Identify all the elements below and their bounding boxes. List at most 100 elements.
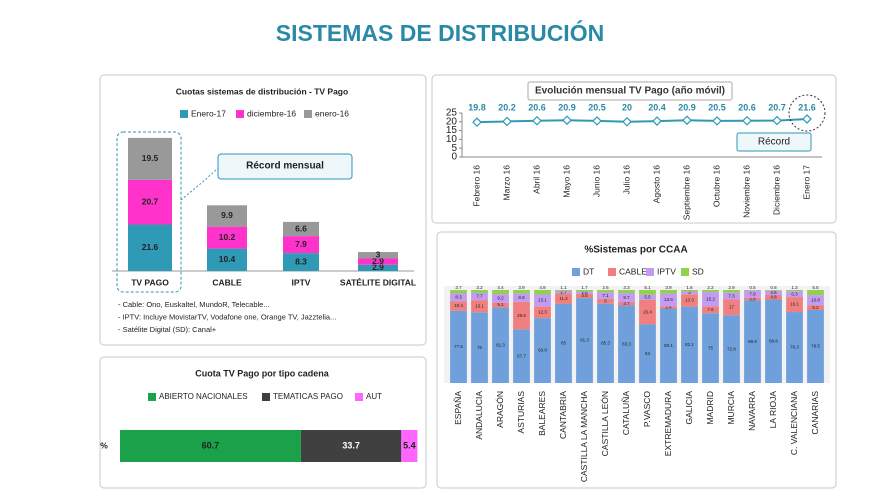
note: - IPTV: Incluye MovistarTV, Vodafone one…	[118, 312, 336, 321]
bar-segment	[358, 264, 398, 271]
bar-segment	[723, 315, 740, 383]
value-label: 6.3	[791, 291, 798, 296]
x-tick-label: ANDALUCIA	[474, 391, 484, 440]
x-tick-label: CASTILLA LA MANCHA	[579, 391, 589, 483]
value-label: 13.1	[538, 298, 547, 303]
value-label: 81.3	[496, 342, 505, 347]
bar-segment	[492, 307, 509, 383]
value-label: 10.4	[454, 303, 463, 308]
bar-segment	[639, 299, 656, 325]
legend-swatch	[180, 110, 188, 118]
legend-swatch	[304, 110, 312, 118]
value-label: 5.1	[644, 285, 651, 290]
bar-segment	[300, 430, 402, 462]
value-label: 2.9	[372, 256, 384, 266]
bar-segment	[786, 312, 803, 383]
value-label: 7.3	[728, 293, 735, 298]
bar-segment	[597, 303, 614, 383]
bar-segment	[744, 300, 761, 383]
x-tick-label: P.VASCO	[642, 391, 652, 427]
value-label: 4.5	[581, 293, 588, 298]
bar-segment	[807, 295, 824, 306]
bar-segment	[450, 293, 467, 302]
x-tick-label: ESPAÑA	[453, 391, 463, 425]
x-tick-label: Agosto 16	[651, 165, 661, 204]
value-label: 20.9	[558, 102, 576, 112]
value-label: 10.4	[219, 254, 236, 264]
value-label: 5.2	[812, 305, 819, 310]
value-label: 6.6	[295, 223, 307, 233]
bar-segment	[786, 290, 803, 292]
highlight	[788, 94, 826, 132]
y-tick-label: 15	[446, 125, 458, 136]
marker	[562, 115, 572, 126]
legend-label: AUT	[366, 392, 382, 401]
value-label: 26.4	[643, 309, 652, 314]
marker	[472, 117, 482, 128]
value-label: 1.1	[560, 285, 567, 290]
value-label: 10.8	[811, 297, 820, 302]
value-label: 1.3	[791, 285, 798, 290]
value-label: 13.6	[664, 297, 673, 302]
value-label: 5.4	[403, 440, 416, 450]
bar-segment	[513, 293, 530, 302]
value-label: 7.9	[295, 239, 307, 249]
bar-segment	[128, 137, 172, 180]
value-label: 13.3	[685, 298, 694, 303]
bar-segment	[660, 290, 677, 294]
bar-segment	[702, 292, 719, 307]
x-tick-label: LA RIOJA	[768, 391, 778, 429]
legend-label: DT	[583, 266, 594, 276]
y-tick-label: 5	[451, 143, 457, 154]
marker	[802, 114, 812, 124]
bar-segment	[401, 430, 418, 462]
bar-segment	[702, 313, 719, 383]
value-label: 3.9	[518, 285, 525, 290]
bar-segment	[492, 302, 509, 308]
x-tick-label: Mayo 16	[561, 165, 571, 198]
bar-segment	[639, 290, 656, 295]
bar-segment	[207, 205, 247, 227]
bar-segment	[618, 305, 635, 383]
value-label: 33.7	[342, 440, 360, 450]
value-label: 19.8	[468, 102, 486, 112]
bar-segment	[450, 290, 467, 294]
bar-segment	[807, 305, 824, 310]
bar-segment	[471, 300, 488, 313]
value-label: 10.2	[219, 232, 236, 242]
bar-segment	[702, 306, 719, 314]
bar-segment	[618, 293, 635, 303]
value-label: 9.2	[497, 296, 504, 301]
value-label: 63	[645, 351, 651, 356]
bar-segment	[765, 290, 782, 291]
y-tick-label: 25	[446, 108, 458, 119]
bar-segment	[576, 298, 593, 383]
line	[476, 117, 808, 124]
chart-title: Evolución mensual TV Pago (año móvil)	[535, 86, 725, 97]
bar-segment	[744, 297, 761, 301]
bar-segment	[765, 295, 782, 300]
chart-title: Cuota TV Pago por tipo cadena	[195, 368, 330, 378]
value-label: 76	[477, 345, 483, 350]
bar-segment	[283, 253, 319, 271]
value-label: 3.7	[623, 301, 630, 306]
bar-segment	[660, 306, 677, 309]
bar-segment	[534, 290, 551, 295]
value-label: 2.8	[749, 296, 756, 301]
value-label: 2.7	[560, 289, 567, 294]
value-label: 0.8	[770, 285, 777, 290]
x-tick-label: Febrero 16	[471, 165, 481, 207]
value-label: 8.3	[295, 256, 307, 266]
bar-segment	[681, 294, 698, 307]
bar-segment	[765, 299, 782, 383]
bar-segment	[639, 324, 656, 383]
x-tick-label: CANARIAS	[810, 391, 820, 435]
bar-segment	[660, 308, 677, 383]
legend-label: enero-16	[315, 108, 349, 118]
value-label: 5.1	[497, 302, 504, 307]
legend-swatch	[646, 268, 654, 276]
value-label: 5	[604, 299, 607, 304]
value-label: 20.6	[528, 102, 546, 112]
value-label: 29.6	[517, 313, 526, 318]
legend-label: TEMATICAS PAGO	[273, 392, 343, 401]
